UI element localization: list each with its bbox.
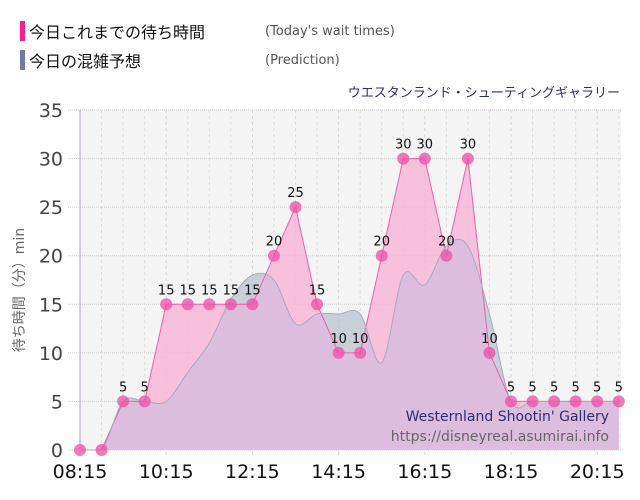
data-label: 5 — [593, 380, 601, 395]
data-label: 30 — [417, 138, 434, 153]
data-label: 10 — [352, 332, 369, 347]
data-point — [354, 346, 367, 359]
data-point — [224, 298, 237, 311]
data-label: 20 — [438, 235, 455, 250]
data-label: 5 — [550, 380, 558, 395]
data-label: 15 — [158, 283, 175, 298]
legend-actual-label: 今日これまでの待ち時間 — [29, 23, 206, 42]
data-point — [375, 249, 388, 262]
y-tick-label: 10 — [39, 343, 63, 365]
y-tick-label: 30 — [39, 149, 63, 171]
y-tick-label: 35 — [39, 100, 63, 122]
x-tick-label: 18:15 — [484, 461, 539, 483]
data-point — [483, 346, 496, 359]
data-point — [203, 298, 216, 311]
data-label: 5 — [507, 380, 515, 395]
legend-prediction-sublabel: (Prediction) — [265, 52, 340, 68]
data-label: 5 — [119, 380, 127, 395]
data-point — [526, 395, 539, 408]
data-point — [332, 346, 345, 359]
data-label: 10 — [330, 332, 347, 347]
data-point — [160, 298, 173, 311]
legend-prediction: 今日の混雑予想 (Prediction) — [20, 49, 340, 71]
x-tick-label: 20:15 — [570, 461, 625, 483]
data-label: 15 — [223, 283, 240, 298]
data-point — [95, 444, 108, 456]
attraction-title: ウエスタンランド・シューティングギャラリー — [347, 86, 620, 101]
watermark-attraction-name: Westernland Shootin' Gallery — [406, 409, 609, 425]
legend-actual-sublabel: (Today's wait times) — [265, 23, 395, 39]
y-tick-label: 0 — [51, 440, 63, 462]
data-point — [74, 444, 86, 456]
data-label: 30 — [460, 138, 477, 153]
y-tick-label: 25 — [39, 197, 63, 219]
data-label: 5 — [615, 380, 623, 395]
data-label: 15 — [244, 283, 261, 298]
y-tick-label: 5 — [51, 391, 63, 413]
data-point — [289, 201, 302, 214]
data-label: 15 — [179, 283, 196, 298]
data-point — [461, 152, 474, 165]
legend-prediction-label: 今日の混雑予想 — [29, 52, 142, 71]
y-tick-label: 15 — [39, 294, 63, 316]
data-point — [246, 298, 259, 311]
data-point — [181, 298, 194, 311]
data-label: 10 — [481, 332, 498, 347]
data-point — [138, 395, 151, 408]
data-label: 5 — [141, 380, 149, 395]
data-label: 5 — [572, 380, 580, 395]
data-point — [117, 395, 130, 408]
data-label: 20 — [373, 235, 390, 250]
data-label: 15 — [201, 283, 218, 298]
data-point — [267, 249, 280, 262]
data-label: 25 — [287, 186, 304, 201]
legend-actual: 今日これまでの待ち時間 (Today's wait times) — [20, 20, 395, 42]
x-tick-label: 08:15 — [53, 461, 108, 483]
y-axis-ticks: 0 5 10 15 20 25 30 35 — [39, 100, 63, 462]
data-point — [440, 249, 453, 262]
data-label: 5 — [528, 380, 536, 395]
x-axis-ticks: 08:15 10:15 12:15 14:15 16:15 18:15 20:15 — [53, 461, 625, 483]
data-label: 20 — [266, 235, 283, 250]
data-points — [74, 152, 625, 456]
data-point — [612, 395, 625, 408]
y-axis-label: 待ち時間（分）min — [12, 228, 28, 352]
y-tick-label: 20 — [39, 246, 63, 268]
x-tick-label: 10:15 — [139, 461, 194, 483]
x-tick-label: 12:15 — [225, 461, 280, 483]
data-point — [418, 152, 431, 165]
data-point — [397, 152, 410, 165]
data-point — [505, 395, 517, 408]
legend-actual-swatch — [20, 21, 25, 41]
legend-prediction-swatch — [20, 50, 25, 70]
x-tick-label: 16:15 — [397, 461, 452, 483]
data-label: 15 — [309, 283, 326, 298]
data-point — [548, 395, 561, 408]
x-tick-label: 14:15 — [311, 461, 366, 483]
data-point — [311, 298, 324, 311]
data-point — [569, 395, 582, 408]
watermark-url: https://disneyreal.asumirai.info — [391, 429, 609, 445]
data-point — [591, 395, 604, 408]
data-label: 30 — [395, 138, 412, 153]
